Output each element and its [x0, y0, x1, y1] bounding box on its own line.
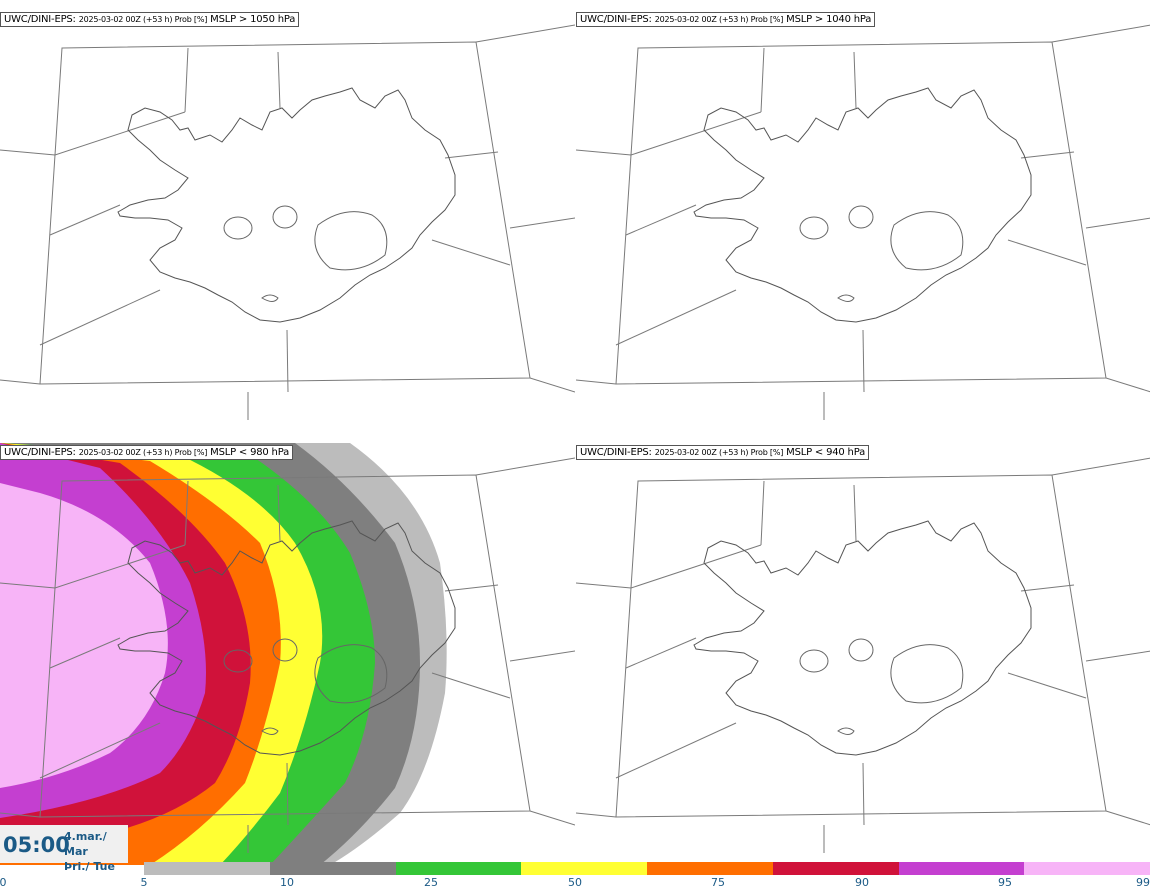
colorbar-segment [521, 862, 647, 875]
colorbar-segment [772, 862, 899, 875]
probability-colorbar: 0 5 10 25 50 75 90 95 99 [0, 862, 1150, 891]
colorbar-segment [1024, 862, 1150, 875]
iceland-map [576, 457, 1150, 854]
colorbar-label: 50 [568, 876, 582, 889]
probability-field [0, 443, 575, 865]
colorbar-label: 99 [1136, 876, 1150, 889]
colorbar-segment [144, 862, 270, 875]
panel-title: UWC/DINI-EPS: 2025-03-02 00Z (+53 h) Pro… [576, 12, 876, 27]
colorbar-label: 90 [855, 876, 869, 889]
map-panel-mslp-lt-940: UWC/DINI-EPS: 2025-03-02 00Z (+53 h) Pro… [576, 433, 1150, 865]
panel-title: UWC/DINI-EPS: 2025-03-02 00Z (+53 h) Pro… [576, 445, 869, 460]
colorbar-strip [144, 862, 1150, 875]
panel-title: UWC/DINI-EPS: 2025-03-02 00Z (+53 h) Pro… [0, 445, 293, 460]
map-panel-mslp-gt-1050: UWC/DINI-EPS: 2025-03-02 00Z (+53 h) Pro… [0, 0, 575, 432]
colorbar-segment [269, 862, 396, 875]
colorbar-segment [898, 862, 1025, 875]
colorbar-label: 5 [140, 876, 148, 889]
colorbar-label: 10 [280, 876, 294, 889]
iceland-map [576, 24, 1150, 421]
valid-time-clock: 05:00 [3, 833, 70, 857]
map-panel-mslp-lt-980: UWC/DINI-EPS: 2025-03-02 00Z (+53 h) Pro… [0, 433, 575, 865]
colorbar-label: 95 [998, 876, 1012, 889]
map-panel-mslp-gt-1040: UWC/DINI-EPS: 2025-03-02 00Z (+53 h) Pro… [576, 0, 1150, 432]
prob-band-99 [0, 483, 168, 788]
colorbar-label: 25 [424, 876, 438, 889]
colorbar-segment [647, 862, 773, 875]
iceland-map [0, 24, 575, 421]
colorbar-label: 75 [711, 876, 725, 889]
panel-title: UWC/DINI-EPS: 2025-03-02 00Z (+53 h) Pro… [0, 12, 300, 27]
colorbar-label: 0 [0, 876, 7, 889]
valid-time-box: 05:00 4.mar./ Mar Þri./ Tue [0, 825, 128, 873]
valid-date: 4.mar./ Mar Þri./ Tue [64, 830, 115, 873]
colorbar-segment [395, 862, 522, 875]
